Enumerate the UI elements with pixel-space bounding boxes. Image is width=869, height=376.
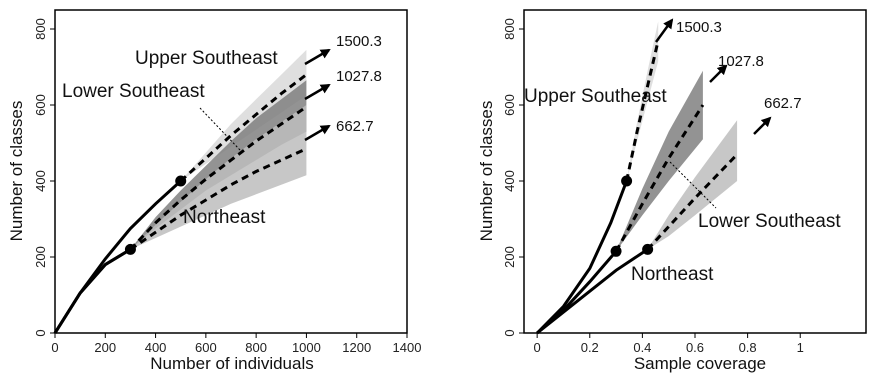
observed-curves-right [536, 180, 649, 335]
band-upper-southeast [180, 49, 307, 182]
reference-point-1 [124, 243, 136, 255]
y-axis-title-right: Number of classes [477, 101, 496, 242]
x-tick-label: 0.4 [633, 340, 651, 355]
x-tick-label: 0 [51, 340, 58, 355]
band-northeast [647, 120, 738, 250]
plot-frame-left [54, 9, 408, 334]
reference-point-2 [642, 243, 654, 255]
observed-curves-left [53, 179, 182, 334]
asymptote-arrow-lower-right [709, 64, 728, 83]
extrapolated-northeast [129, 147, 308, 251]
asymptote-label-upper-right: 1500.3 [676, 19, 722, 36]
y-tick-label: 600 [33, 94, 48, 116]
asymptote-arrow-northeast-left [304, 124, 331, 142]
reference-points-right [610, 175, 654, 257]
x-tick-label: 0.6 [686, 340, 704, 355]
band-northeast [130, 105, 307, 250]
y-ticks-right: 0 200 400 600 800 [502, 18, 524, 337]
extrapolated-curves-right [614, 40, 739, 253]
y-tick-label: 0 [33, 329, 48, 336]
panel-right: 0 0.2 0.4 0.6 0.8 1 0 200 400 600 800 Sample cove… [477, 9, 867, 373]
label-northeast-left: Northeast [183, 207, 266, 228]
y-tick-label: 200 [33, 246, 48, 268]
y-tick-label: 200 [502, 246, 517, 268]
y-axis-title-left: Number of classes [7, 101, 26, 242]
extrapolated-curves-left [129, 73, 308, 251]
y-tick-label: 0 [502, 329, 517, 336]
x-tick-label: 0.8 [739, 340, 757, 355]
x-tick-label: 1000 [292, 340, 321, 355]
x-tick-label: 1200 [342, 340, 371, 355]
observed-lower-southeast [53, 248, 132, 334]
label-upper-southeast-left: Upper Southeast [135, 48, 278, 69]
extrapolated-upper-southeast [625, 40, 660, 182]
x-tick-label: 200 [94, 340, 116, 355]
observed-northeast [536, 248, 649, 335]
reference-points-left [124, 175, 187, 255]
extrapolated-northeast [646, 153, 739, 251]
asymptote-label-lower-left: 1027.8 [336, 68, 382, 85]
asymptote-arrow-upper-right [654, 18, 674, 43]
x-tick-label: 600 [195, 340, 217, 355]
leader-line-lower-southeast-left [199, 107, 241, 151]
x-tick-label: 1 [797, 340, 804, 355]
asymptote-label-northeast-right: 662.7 [764, 95, 802, 112]
asymptote-arrow-lower-left [304, 83, 331, 101]
observed-northeast [53, 248, 132, 334]
x-tick-label: 1400 [393, 340, 422, 355]
x-ticks-left: 0 200 400 600 800 1000 1200 1400 [51, 333, 421, 355]
reference-point-1 [610, 245, 622, 257]
y-tick-label: 800 [33, 18, 48, 40]
x-tick-label: 0.2 [581, 340, 599, 355]
y-ticks-left: 0 200 400 600 800 [33, 18, 55, 337]
panel-left: 0 200 400 600 800 1000 1200 1400 0200400600800 … [7, 9, 421, 373]
label-northeast-right: Northeast [631, 264, 714, 285]
y-tick-label: 400 [502, 170, 517, 192]
asymptote-arrow-northeast-right [753, 116, 772, 135]
label-lower-southeast-left: Lower Southeast [62, 81, 205, 102]
extrapolated-upper-southeast [179, 73, 308, 183]
x-axis-title-right: Sample coverage [634, 354, 766, 373]
x-tick-label: 800 [245, 340, 267, 355]
extrapolated-lower-southeast [614, 104, 705, 253]
band-lower-southeast [616, 70, 703, 252]
asymptote-label-lower-right: 1027.8 [718, 53, 764, 70]
asymptote-arrow-upper-left [304, 48, 331, 66]
y-tick-label: 600 [502, 94, 517, 116]
asymptote-label-northeast-left: 662.7 [336, 118, 374, 135]
y-tick-label: 400 [33, 170, 48, 192]
asymptote-label-upper-left: 1500.3 [336, 33, 382, 50]
x-tick-label: 400 [145, 340, 167, 355]
leader-line-lower-southeast-right [669, 161, 717, 209]
observed-upper-southeast [536, 180, 629, 335]
reference-point-0 [175, 175, 187, 187]
reference-point-0 [621, 175, 633, 187]
label-upper-southeast-right: Upper Southeast [524, 86, 667, 107]
x-axis-title-left: Number of individuals [150, 354, 313, 373]
extrapolated-lower-southeast [129, 105, 308, 251]
x-ticks-right: 0 0.2 0.4 0.6 0.8 1 [534, 333, 804, 355]
x-tick-label: 0 [534, 340, 541, 355]
label-lower-southeast-right: Lower Southeast [698, 211, 841, 232]
y-tick-label: 800 [502, 18, 517, 40]
